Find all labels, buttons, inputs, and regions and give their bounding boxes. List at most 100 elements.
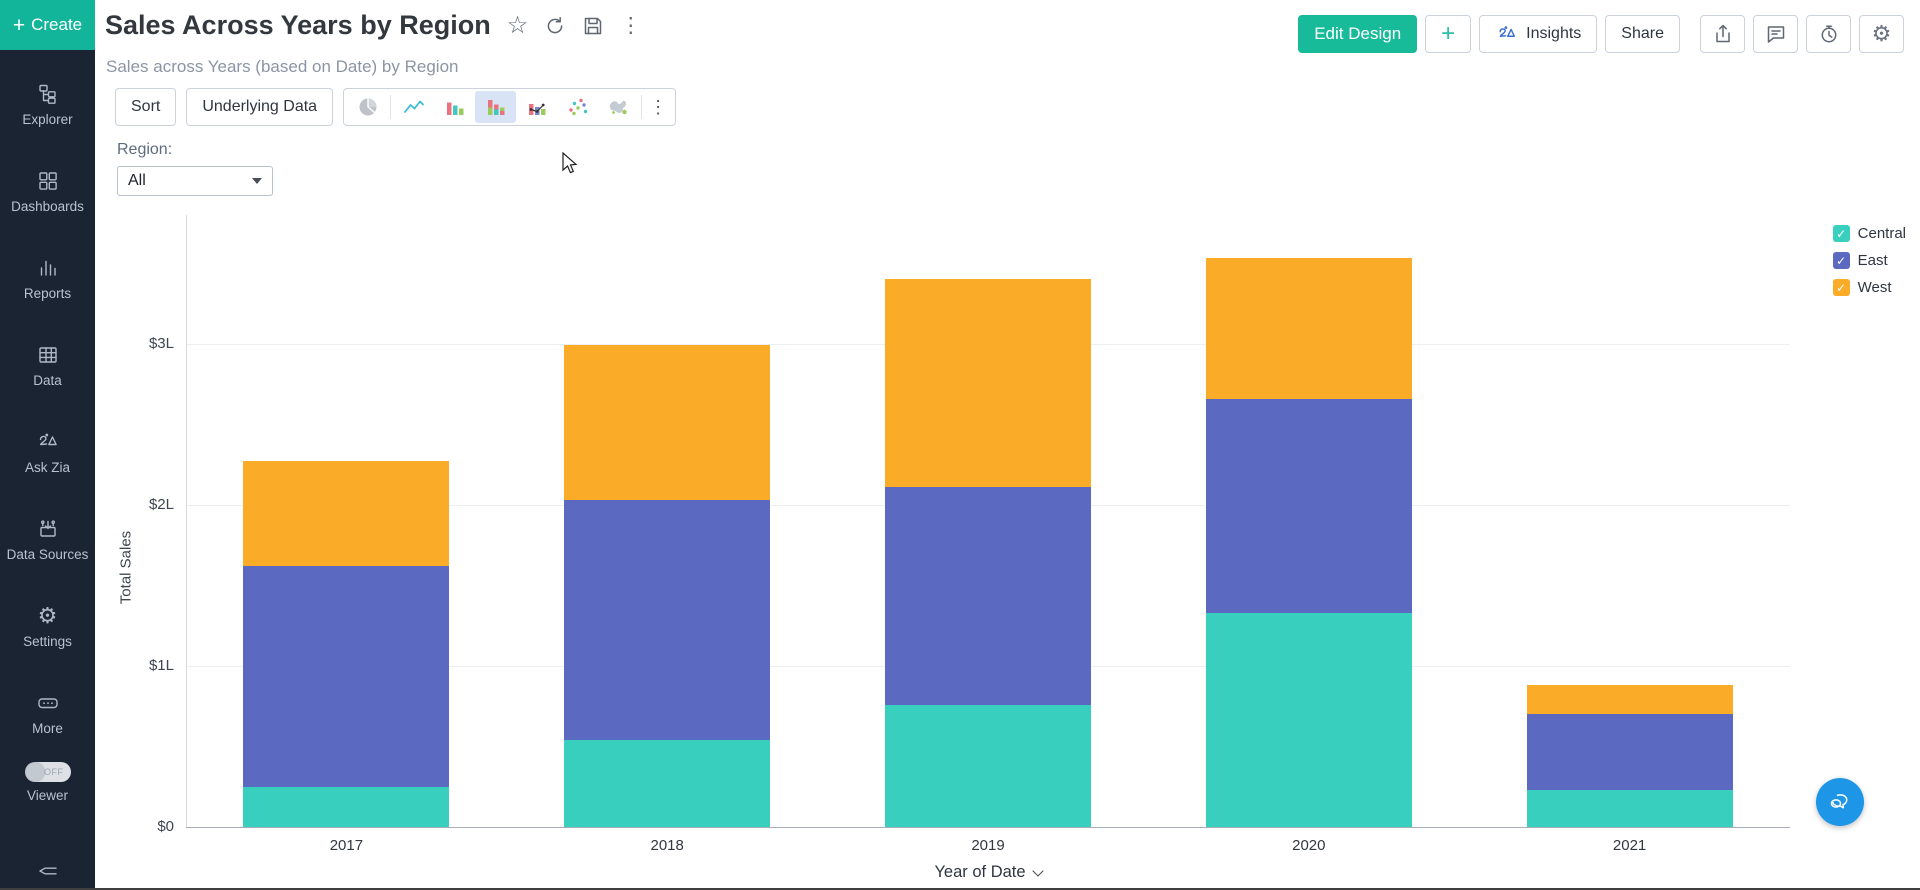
chart-type-combo[interactable]	[516, 91, 557, 123]
comment-icon	[1767, 26, 1784, 43]
insights-label: Insights	[1526, 25, 1582, 42]
x-axis-title[interactable]: Year of Date	[186, 863, 1790, 882]
legend-item-central[interactable]: ✓ Central	[1832, 225, 1906, 242]
sidebar-item-explorer[interactable]: Explorer	[0, 62, 95, 149]
save-icon[interactable]	[582, 15, 604, 37]
x-axis-title-label: Year of Date	[934, 863, 1026, 881]
more-options-kebab-icon[interactable]: ⋮	[620, 14, 642, 37]
y-tick-label: $3L	[148, 334, 174, 352]
bar-segment-central-2017[interactable]	[243, 786, 450, 827]
bar-segment-central-2018[interactable]	[564, 740, 771, 827]
sidebar-item-dashboards[interactable]: Dashboards	[0, 149, 95, 236]
insights-button[interactable]: Insights	[1479, 15, 1598, 53]
dropdown-arrow-icon	[252, 178, 262, 184]
scheduled-alerts-button[interactable]	[1806, 15, 1851, 53]
more-chart-types-kebab-icon[interactable]: ⋮	[649, 96, 668, 117]
share-button[interactable]: Share	[1605, 15, 1680, 53]
bar-segment-east-2018[interactable]	[564, 500, 771, 741]
bar-segment-west-2021[interactable]	[1526, 685, 1733, 715]
chart-type-pie[interactable]	[347, 91, 388, 123]
sidebar-item-label: Dashboards	[11, 198, 84, 214]
region-filter-dropdown[interactable]: All	[117, 166, 273, 196]
add-button[interactable]: +	[1425, 15, 1472, 53]
bar-segment-east-2020[interactable]	[1205, 398, 1412, 613]
chart-type-map[interactable]	[598, 91, 639, 123]
y-axis-line	[186, 215, 187, 827]
viewer-toggle-group: OFF Viewer	[0, 762, 95, 803]
favorite-star-icon[interactable]: ☆	[506, 11, 529, 39]
legend-label: East	[1857, 252, 1888, 269]
viewer-toggle[interactable]: OFF	[24, 762, 71, 782]
mouse-cursor	[562, 152, 578, 174]
header-actions: Edit Design + Insights Share ⚙	[1298, 15, 1904, 53]
sidebar-item-label: More	[32, 720, 63, 736]
toolbar-separator	[641, 95, 643, 119]
gear-icon: ⚙	[1871, 21, 1892, 46]
reports-icon	[40, 260, 56, 276]
toolbar-separator	[390, 95, 392, 119]
scatter-chart-icon	[568, 98, 587, 116]
sidebar-item-settings[interactable]: ⚙ Settings	[0, 584, 95, 671]
more-icon	[37, 697, 58, 708]
line-chart-icon	[403, 100, 424, 113]
sidebar-item-ask-zia[interactable]: Ask Zia	[0, 410, 95, 497]
bar-segment-west-2017[interactable]	[243, 461, 450, 567]
sidebar-item-reports[interactable]: Reports	[0, 236, 95, 323]
legend-checkbox-icon[interactable]: ✓	[1832, 252, 1850, 269]
sidebar-item-label: Data	[33, 372, 62, 388]
y-tick-label: $2L	[148, 495, 174, 513]
toggle-knob	[25, 763, 44, 781]
bar-segment-east-2017[interactable]	[243, 566, 450, 787]
export-button[interactable]	[1700, 15, 1745, 53]
window-bottom-edge	[0, 888, 1920, 890]
chat-support-button[interactable]	[1816, 778, 1864, 826]
map-chart-icon	[609, 100, 627, 115]
page-title: Sales Across Years by Region	[105, 10, 491, 40]
legend-item-east[interactable]: ✓ East	[1832, 252, 1906, 269]
sidebar-item-label: Ask Zia	[24, 459, 70, 475]
bar-segment-central-2021[interactable]	[1526, 789, 1733, 827]
legend-checkbox-icon[interactable]: ✓	[1832, 279, 1850, 296]
sidebar-item-data-sources[interactable]: Data Sources	[0, 497, 95, 584]
data-sources-icon	[39, 519, 56, 537]
bar-segment-west-2019[interactable]	[885, 279, 1091, 488]
legend-item-west[interactable]: ✓ West	[1832, 279, 1906, 296]
bar-segment-west-2020[interactable]	[1205, 258, 1412, 399]
chart-type-bar[interactable]	[434, 91, 475, 123]
chart-type-line[interactable]	[393, 91, 434, 123]
bar-segment-east-2021[interactable]	[1526, 714, 1733, 790]
sidebar-item-label: Reports	[23, 285, 72, 301]
y-tick-label: $0	[157, 818, 174, 835]
viewer-toggle-state: OFF	[44, 767, 64, 777]
plus-icon: +	[12, 13, 26, 37]
bar-segment-central-2020[interactable]	[1205, 612, 1412, 827]
combo-chart-icon	[528, 103, 546, 115]
viewer-label: Viewer	[26, 788, 69, 803]
y-tick-label: $1L	[148, 656, 174, 674]
bar-segment-central-2019[interactable]	[885, 704, 1091, 827]
bar-segment-west-2018[interactable]	[564, 345, 771, 501]
report-subtitle: Sales across Years (based on Date) by Re…	[106, 57, 459, 76]
zia-insights-icon	[1499, 26, 1516, 37]
data-table-icon	[38, 346, 57, 363]
chart-type-stacked-bar[interactable]	[475, 91, 517, 123]
settings-button[interactable]: ⚙	[1859, 15, 1904, 53]
dashboards-icon	[38, 171, 57, 190]
report-toolbar: Sort Underlying Data	[115, 88, 677, 126]
refresh-icon[interactable]	[544, 15, 566, 37]
edit-design-button[interactable]: Edit Design	[1298, 15, 1418, 53]
legend-checkbox-icon[interactable]: ✓	[1832, 225, 1850, 242]
collapse-sidebar-button[interactable]	[0, 860, 95, 882]
sidebar-item-data[interactable]: Data	[0, 323, 95, 410]
legend-label: West	[1857, 279, 1892, 296]
underlying-data-button[interactable]: Underlying Data	[186, 88, 334, 126]
sort-button[interactable]: Sort	[115, 88, 177, 126]
comments-button[interactable]	[1753, 15, 1798, 53]
sidebar-item-more[interactable]: More	[0, 671, 95, 758]
filter-label: Region:	[117, 141, 173, 158]
zia-icon	[39, 433, 57, 445]
chart-type-scatter[interactable]	[557, 91, 598, 123]
create-button[interactable]: + Create	[0, 0, 95, 50]
bar-segment-east-2019[interactable]	[885, 487, 1091, 705]
chart-type-switcher: ⋮	[343, 88, 677, 126]
